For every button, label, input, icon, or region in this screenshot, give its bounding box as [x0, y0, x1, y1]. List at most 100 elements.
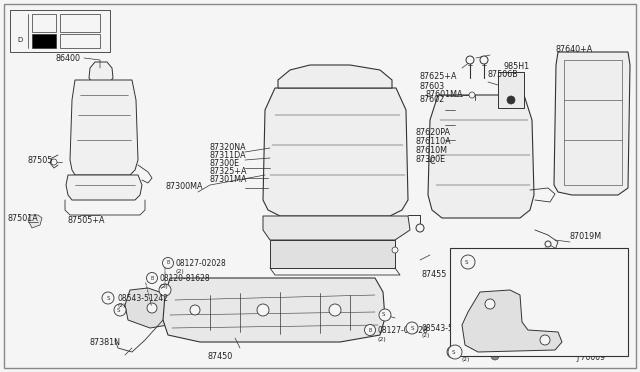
Polygon shape	[554, 52, 630, 195]
Text: 87311DA: 87311DA	[210, 151, 246, 160]
Text: 08543-51242: 08543-51242	[117, 294, 168, 303]
Circle shape	[416, 224, 424, 232]
Text: S: S	[410, 326, 413, 330]
Text: S: S	[116, 308, 120, 312]
Text: 87505: 87505	[28, 155, 53, 164]
Text: 87320NA: 87320NA	[210, 142, 246, 151]
Text: 87455: 87455	[422, 270, 447, 279]
Text: ─C: ─C	[425, 157, 435, 166]
Polygon shape	[32, 14, 56, 32]
Circle shape	[469, 92, 475, 98]
Circle shape	[392, 247, 398, 253]
Text: 87602: 87602	[420, 95, 445, 104]
Polygon shape	[498, 72, 524, 108]
Circle shape	[365, 324, 376, 336]
Text: S: S	[451, 350, 455, 355]
Circle shape	[491, 352, 499, 360]
Text: S: S	[464, 260, 468, 264]
Circle shape	[257, 304, 269, 316]
Polygon shape	[10, 10, 110, 52]
Polygon shape	[66, 175, 142, 200]
Text: 08543-51242: 08543-51242	[421, 324, 472, 333]
Text: 08127-02028: 08127-02028	[378, 326, 429, 335]
Text: S: S	[381, 312, 385, 317]
Circle shape	[460, 254, 472, 266]
Circle shape	[190, 305, 200, 315]
Text: 985H1: 985H1	[504, 62, 530, 71]
Circle shape	[406, 322, 418, 334]
Circle shape	[379, 309, 391, 321]
Text: 87620PA: 87620PA	[415, 128, 450, 137]
Polygon shape	[60, 14, 100, 32]
Text: 87603: 87603	[420, 82, 445, 91]
Circle shape	[102, 292, 114, 304]
Circle shape	[461, 255, 475, 269]
Text: 87450: 87450	[207, 352, 232, 361]
Polygon shape	[70, 80, 138, 175]
Text: 08543-51242: 08543-51242	[475, 256, 526, 265]
Polygon shape	[125, 288, 172, 328]
Text: 87325+A: 87325+A	[210, 167, 248, 176]
Text: 87300E: 87300E	[210, 158, 240, 167]
Circle shape	[540, 335, 550, 345]
Polygon shape	[462, 290, 562, 352]
Text: (2): (2)	[176, 269, 185, 274]
Polygon shape	[428, 95, 534, 218]
Polygon shape	[32, 34, 56, 48]
Text: 87610M: 87610M	[415, 146, 447, 155]
Text: S: S	[464, 257, 468, 263]
Text: J 70009: J 70009	[576, 353, 605, 362]
Circle shape	[147, 303, 157, 313]
Text: B: B	[368, 327, 372, 333]
Text: 87501A: 87501A	[8, 214, 39, 222]
Circle shape	[485, 299, 495, 309]
Text: B: B	[166, 260, 170, 266]
Polygon shape	[270, 240, 395, 268]
Text: 87300MA: 87300MA	[165, 182, 202, 190]
Circle shape	[163, 257, 173, 269]
Text: (3): (3)	[475, 265, 483, 270]
Text: (2): (2)	[421, 333, 429, 338]
Text: 87066M: 87066M	[490, 278, 522, 287]
Text: 87301MA: 87301MA	[210, 174, 248, 183]
Text: 87300E: 87300E	[415, 155, 445, 164]
Text: D: D	[17, 37, 22, 43]
Polygon shape	[89, 62, 113, 84]
Circle shape	[329, 304, 341, 316]
Text: S: S	[451, 350, 455, 355]
Text: 87640+A: 87640+A	[555, 45, 592, 54]
Circle shape	[507, 96, 515, 104]
Polygon shape	[60, 34, 100, 48]
Polygon shape	[263, 216, 410, 240]
Circle shape	[447, 346, 459, 358]
Polygon shape	[278, 65, 392, 88]
Circle shape	[480, 56, 488, 64]
Text: 87506B: 87506B	[488, 70, 519, 79]
Text: 87300EB: 87300EB	[490, 288, 525, 297]
Circle shape	[51, 159, 57, 165]
Bar	[450, 248, 628, 356]
Circle shape	[114, 304, 126, 316]
Circle shape	[448, 345, 462, 359]
Text: (2): (2)	[378, 337, 387, 342]
Text: 87601MA: 87601MA	[426, 90, 463, 99]
Text: (2): (2)	[462, 357, 470, 362]
Text: (2): (2)	[160, 284, 169, 289]
Text: 876110A: 876110A	[415, 137, 451, 146]
Text: (2): (2)	[117, 303, 125, 308]
Text: 87380: 87380	[535, 252, 560, 261]
Polygon shape	[263, 88, 408, 216]
Text: 08543-51242: 08543-51242	[462, 348, 513, 357]
Text: S: S	[106, 295, 109, 301]
Text: 08120-81628: 08120-81628	[160, 274, 211, 283]
Circle shape	[147, 273, 157, 283]
Circle shape	[545, 241, 551, 247]
Text: 87381N: 87381N	[90, 338, 121, 347]
Text: 87019M: 87019M	[570, 232, 602, 241]
Circle shape	[159, 284, 171, 296]
Circle shape	[466, 56, 474, 64]
Text: 08127-02028: 08127-02028	[176, 259, 227, 268]
Polygon shape	[163, 278, 385, 342]
Polygon shape	[28, 215, 42, 228]
Text: 87625+A: 87625+A	[420, 72, 458, 81]
